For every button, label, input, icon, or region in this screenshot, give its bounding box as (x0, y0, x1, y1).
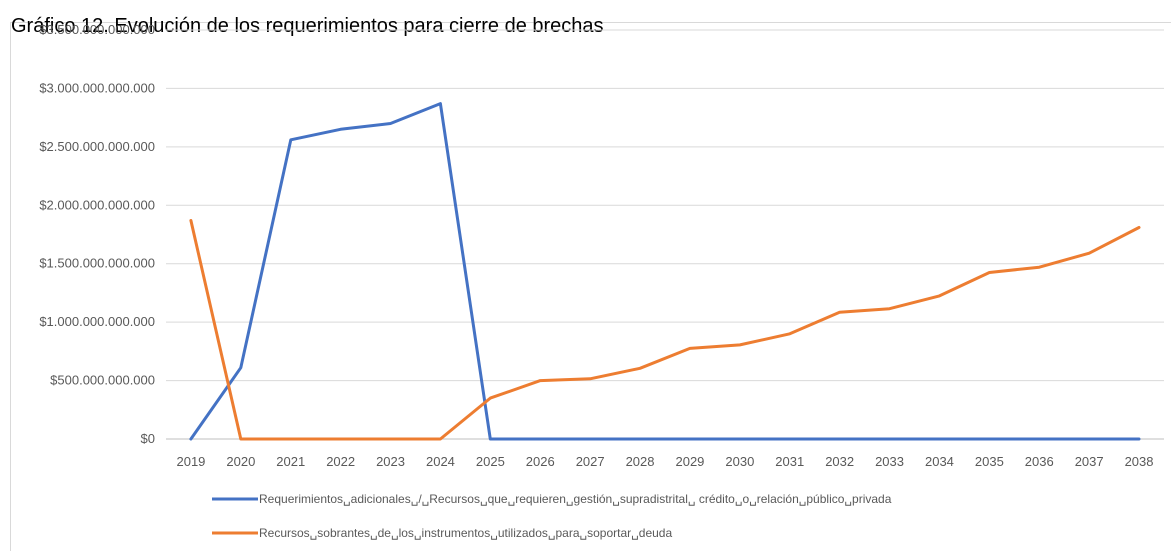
series-line-1 (189, 102, 1141, 441)
x-tick-label: 2035 (975, 454, 1004, 469)
x-tick-label: 2033 (875, 454, 904, 469)
y-tick-label: $3.000.000.000.000 (39, 80, 155, 95)
x-tick-label: 2026 (526, 454, 555, 469)
x-tick-label: 2034 (925, 454, 954, 469)
x-tick-label: 2028 (626, 454, 655, 469)
x-tick-label: 2038 (1125, 454, 1154, 469)
y-tick-label: $2.500.000.000.000 (39, 139, 155, 154)
y-tick-label: $1.500.000.000.000 (39, 256, 155, 271)
chart-frame: Gráfico 12. Evolución de los requerimien… (10, 15, 1171, 551)
y-tick-label: $1.000.000.000.000 (39, 314, 155, 329)
x-tick-label: 2022 (326, 454, 355, 469)
x-tick-label: 2027 (576, 454, 605, 469)
x-tick-label: 2036 (1025, 454, 1054, 469)
x-tick-label: 2020 (226, 454, 255, 469)
x-tick-label: 2032 (825, 454, 854, 469)
x-tick-label: 2030 (725, 454, 754, 469)
y-tick-label: $0 (141, 431, 155, 446)
x-tick-label: 2021 (276, 454, 305, 469)
x-tick-label: 2025 (476, 454, 505, 469)
y-tick-label: $500.000.000.000 (50, 373, 155, 388)
y-tick-label: $3.500.000.000.000 (39, 22, 155, 37)
x-tick-label: 2029 (675, 454, 704, 469)
legend-label-1: Requerimientos␣adicionales␣/␣Recursos␣qu… (259, 492, 892, 506)
series-line-2 (189, 219, 1141, 441)
x-tick-label: 2023 (376, 454, 405, 469)
x-tick-label: 2024 (426, 454, 455, 469)
x-tick-label: 2037 (1075, 454, 1104, 469)
x-tick-label: 2019 (176, 454, 205, 469)
chart-title: Gráfico 12. Evolución de los requerimien… (11, 15, 604, 37)
legend-label-2: Recursos␣sobrantes␣de␣los␣instrumentos␣u… (259, 526, 672, 540)
x-tick-label: 2031 (775, 454, 804, 469)
y-tick-label: $2.000.000.000.000 (39, 197, 155, 212)
